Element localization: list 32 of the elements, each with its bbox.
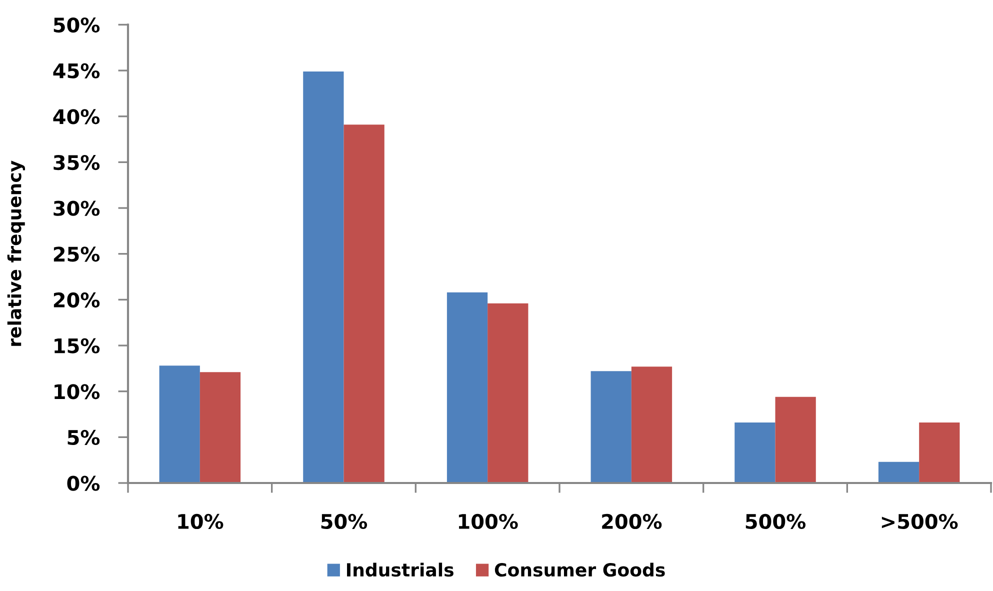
bar <box>775 396 816 483</box>
bar <box>200 372 241 483</box>
bar <box>488 303 528 483</box>
y-tick-label: 30% <box>54 200 100 216</box>
x-tick-label: >500% <box>882 514 958 530</box>
bar <box>446 292 488 483</box>
y-tick-label: 40% <box>53 109 100 124</box>
y-tick-label: 5% <box>68 430 100 446</box>
bar <box>878 462 920 483</box>
bar <box>303 71 344 483</box>
y-tick-label: 50% <box>54 17 100 33</box>
x-tick-label: 200% <box>602 514 662 530</box>
x-tick-label: 10% <box>178 514 224 530</box>
legend-label: Consumer Goods <box>494 562 665 577</box>
y-tick-label: 25% <box>54 246 100 262</box>
bar <box>631 366 672 483</box>
x-tick-label: 500% <box>746 514 806 530</box>
y-tick-label: 20% <box>54 292 100 308</box>
bar <box>734 422 776 483</box>
y-tick-label: 10% <box>54 384 100 400</box>
x-tick-label: 50% <box>321 514 368 530</box>
x-tick-label: 100% <box>458 514 518 530</box>
y-tick-label: 45% <box>53 63 100 78</box>
y-tick-label: 35% <box>54 154 100 170</box>
y-tick-label: 0% <box>67 476 100 491</box>
legend-label: Industrials <box>347 562 454 577</box>
y-axis-title: relative frequency <box>7 160 25 346</box>
bar <box>159 366 200 483</box>
bar <box>344 124 384 483</box>
bar <box>590 371 632 483</box>
y-tick-label: 15% <box>54 338 100 354</box>
bar <box>919 422 960 483</box>
